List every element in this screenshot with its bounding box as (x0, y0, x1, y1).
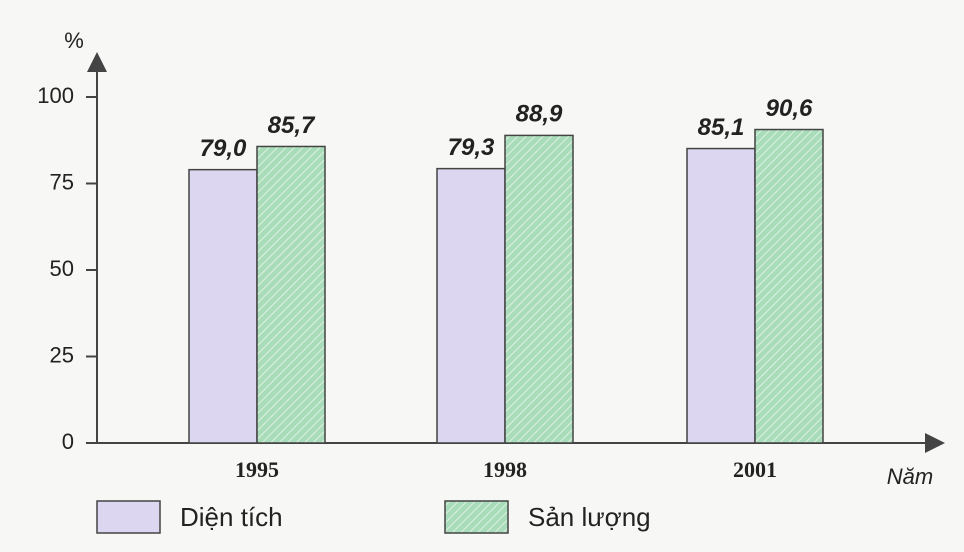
value-label: 79,3 (448, 134, 495, 161)
bar (504, 134, 574, 444)
value-label: 85,7 (268, 112, 316, 139)
value-label: 88,9 (516, 101, 563, 128)
x-tick-label: 2001 (733, 457, 777, 482)
x-tick-label: 1995 (235, 457, 279, 482)
bar (436, 167, 506, 444)
bar (686, 147, 756, 444)
y-tick-label: 75 (50, 169, 74, 194)
x-axis-label: Năm (887, 464, 933, 489)
bar (256, 145, 326, 444)
legend-label: Diện tích (180, 502, 283, 532)
y-tick-label: 25 (50, 342, 74, 367)
bar (188, 168, 258, 444)
legend-swatch (96, 500, 161, 534)
y-axis-label: % (64, 28, 84, 53)
value-label: 90,6 (766, 95, 813, 122)
value-label: 79,0 (200, 135, 247, 162)
y-tick-label: 50 (50, 256, 74, 281)
y-tick-label: 0 (62, 429, 74, 454)
y-tick-label: 100 (37, 83, 74, 108)
value-label: 85,1 (698, 114, 745, 141)
x-tick-label: 1998 (483, 457, 527, 482)
bar (754, 128, 824, 444)
legend-swatch (444, 500, 509, 534)
legend-label: Sản lượng (528, 502, 651, 532)
